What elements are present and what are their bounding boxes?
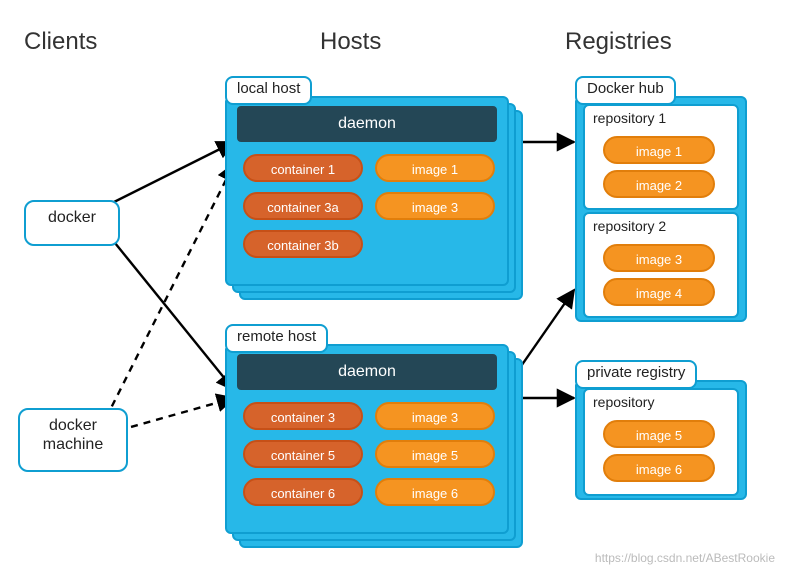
image-pill: image 5 [375,440,495,468]
host-local: local hostdaemoncontainer 1container 3ac… [225,96,509,286]
repository-box: repository image 5 image 6 [583,388,739,496]
image-pill: image 3 [375,192,495,220]
host-tab-remote: remote host [225,324,328,353]
client-docker: docker [24,200,120,246]
watermark: https://blog.csdn.net/ABestRookie [595,551,775,565]
container-pill: container 3b [243,230,363,258]
container-pill: container 5 [243,440,363,468]
image-pill: image 3 [375,402,495,430]
column-header-registries: Registries [565,28,672,56]
container-pill: container 1 [243,154,363,182]
host-tab-local: local host [225,76,312,105]
registry-hub: Docker hubrepository 1image 1image 2repo… [575,96,747,322]
image-pill: image 4 [603,278,715,306]
container-pill: container 3a [243,192,363,220]
arrow-docker-to-remote-daemon [98,222,234,390]
image-pill: image 2 [603,170,715,198]
column-header-hosts: Hosts [320,28,381,56]
repository-box: repository 1 image 1 image 2 [583,104,739,210]
client-machine: docker machine [18,408,128,472]
daemon-bar-remote: daemon [237,354,497,390]
arrow-machine-to-local-daemon [106,164,234,418]
repository-title: repository 1 [593,110,666,126]
image-pill: image 1 [375,154,495,182]
repository-box: repository 2 image 3 image 4 [583,212,739,318]
arrow-docker-to-local-daemon [98,142,234,210]
image-pill: image 6 [603,454,715,482]
container-pill: container 6 [243,478,363,506]
image-pill: image 5 [603,420,715,448]
daemon-bar-local: daemon [237,106,497,142]
registry-tab-hub: Docker hub [575,76,676,105]
image-pill: image 3 [603,244,715,272]
host-remote: remote hostdaemoncontainer 3container 5c… [225,344,509,534]
image-pill: image 1 [603,136,715,164]
repository-title: repository 2 [593,218,666,234]
repository-title: repository [593,394,654,410]
column-header-clients: Clients [24,28,97,56]
registry-priv: private registryrepositoryimage 5image 6 [575,380,747,500]
image-pill: image 6 [375,478,495,506]
registry-tab-priv: private registry [575,360,697,389]
container-pill: container 3 [243,402,363,430]
